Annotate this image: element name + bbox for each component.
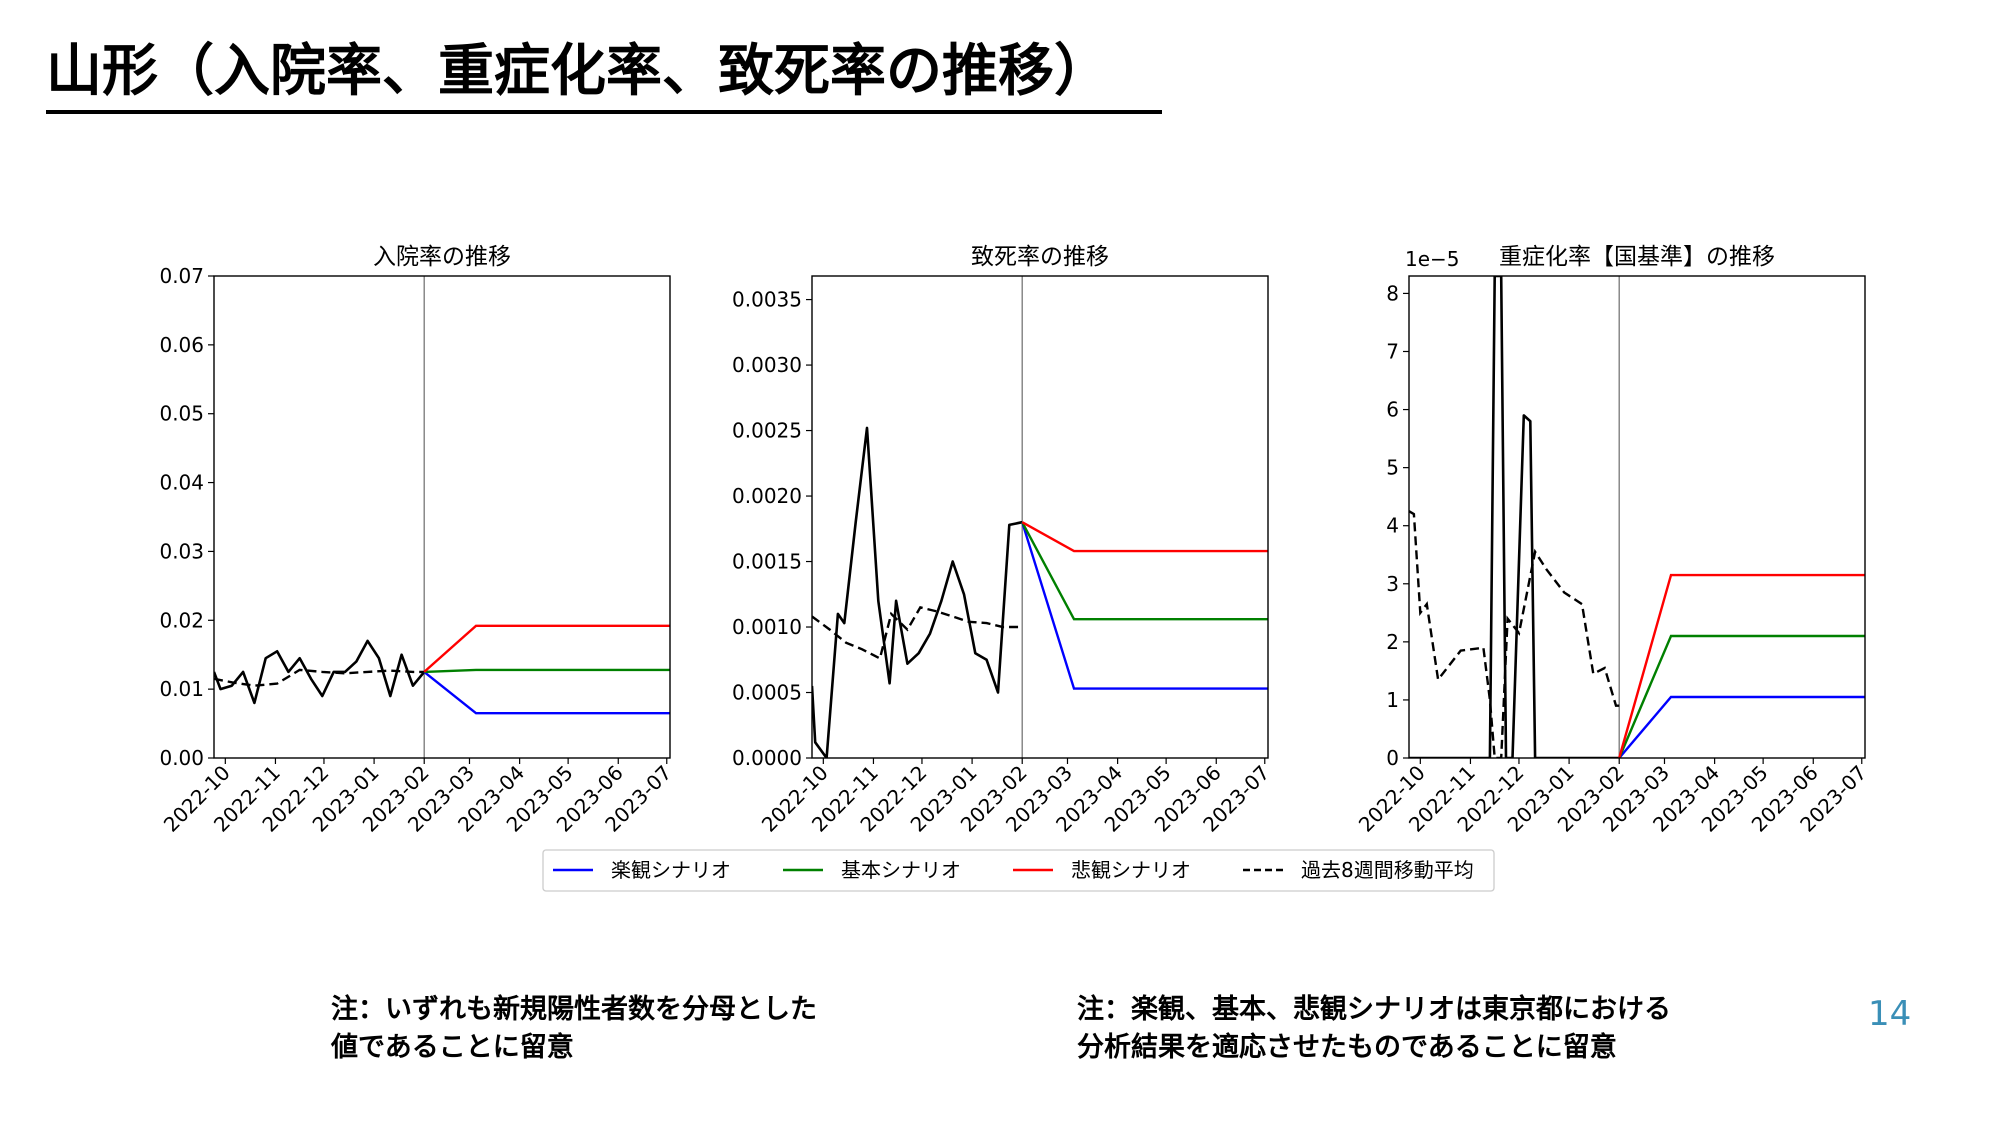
- y-tick-label: 0.0015: [732, 550, 802, 574]
- legend-label: 過去8週間移動平均: [1301, 858, 1474, 882]
- plot-area: [1409, 276, 1865, 758]
- y-tick-label: 0.0030: [732, 353, 802, 377]
- optimistic-scenario-line: [1021, 521, 1268, 690]
- y-tick-label: 0.05: [159, 402, 204, 426]
- legend-item: 悲観シナリオ: [1013, 858, 1191, 882]
- chart-panel-3: 重症化率【国基準】の推移1e−50123456782022-102022-112…: [1354, 244, 1872, 837]
- y-tick-label: 0.0035: [732, 288, 802, 312]
- y-tick-label: 1: [1386, 688, 1399, 712]
- y-tick-label: 0.0000: [732, 746, 802, 770]
- chart-title: 重症化率【国基準】の推移: [1499, 244, 1775, 270]
- legend-label: 基本シナリオ: [841, 858, 961, 882]
- note-left: 注：いずれも新規陽性者数を分母とした 値であることに留意: [331, 991, 817, 1067]
- axes-frame: [811, 275, 1269, 759]
- y-tick-label: 0: [1386, 746, 1399, 770]
- actual-line: [214, 639, 426, 705]
- actual-line: [1409, 276, 1620, 758]
- y-tick-label: 0.0020: [732, 484, 802, 508]
- actual-line: [812, 426, 1023, 758]
- chart-title: 入院率の推移: [373, 244, 511, 270]
- plot-area: [214, 276, 670, 758]
- legend-label: 悲観シナリオ: [1071, 858, 1191, 882]
- legend-item: 過去8週間移動平均: [1243, 858, 1474, 882]
- y-tick-label: 0.00: [159, 746, 204, 770]
- pessimistic-scenario-line: [1618, 573, 1865, 758]
- charts-figure: 入院率の推移 0.00 0.01 0.02 0.03 0.04 0.05 0.06 0.07 2 0…: [159, 244, 1872, 892]
- y-tick-label: 0.01: [159, 677, 204, 701]
- axes-frame: [1408, 275, 1866, 759]
- optimistic-scenario-line: [423, 670, 670, 715]
- chart-panel-2: 致死率の推移 0.0000 0.0005 0.0010 0.0015 0.0020 0.00…: [732, 244, 1274, 837]
- page-number: 14: [1868, 994, 1912, 1034]
- note-right: 注：楽観、基本、悲観シナリオは東京都における 分析結果を適応させたものであること…: [1077, 991, 1671, 1067]
- legend-label: 楽観シナリオ: [611, 858, 731, 882]
- y-tick-label: 0.0025: [732, 419, 802, 443]
- y-tick-label: 0.0010: [732, 615, 802, 639]
- note-left-line-2: 値であることに留意: [331, 1032, 574, 1063]
- axes-frame: [213, 275, 671, 759]
- title-underline: [46, 110, 1162, 114]
- note-left-line-1: 注：いずれも新規陽性者数を分母とした: [331, 994, 817, 1025]
- y-tick-label: 8: [1386, 281, 1399, 305]
- pessimistic-scenario-line: [1021, 521, 1268, 553]
- y-tick-label: 0.03: [159, 539, 204, 563]
- y-tick-label: 4: [1386, 514, 1399, 538]
- note-right-line-1: 注：楽観、基本、悲観シナリオは東京都における: [1077, 994, 1671, 1025]
- y-tick-label: 0.0005: [732, 681, 802, 705]
- y-tick-label: 5: [1386, 456, 1399, 480]
- y-tick-label: 0.02: [159, 608, 204, 632]
- scale-label: 1e−5: [1405, 247, 1460, 271]
- base-scenario-line: [1618, 634, 1865, 758]
- legend-item: 基本シナリオ: [783, 858, 961, 882]
- legend-item: 楽観シナリオ: [553, 858, 731, 882]
- y-tick-label: 0.04: [159, 471, 204, 495]
- base-scenario-line: [1021, 521, 1268, 621]
- base-scenario-line: [424, 668, 670, 674]
- page-title: 山形（入院率、重症化率、致死率の推移）: [46, 39, 1110, 104]
- chart-panel-1: 入院率の推移0.000.010.020.030.040.050.060.0720…: [159, 244, 677, 837]
- y-tick-label: 3: [1386, 572, 1399, 596]
- optimistic-scenario-line: [1618, 695, 1865, 758]
- pessimistic-scenario-line: [423, 624, 670, 673]
- y-tick-label: 0.07: [159, 264, 204, 288]
- legend: 楽観シナリオ 基本シナリオ 悲観シナリオ 過去8週間移動平均: [542, 849, 1495, 892]
- y-tick-label: 2: [1386, 630, 1399, 654]
- plot-area: [812, 276, 1268, 758]
- y-tick-label: 7: [1386, 339, 1399, 363]
- y-tick-label: 0.06: [159, 333, 204, 357]
- note-right-line-2: 分析結果を適応させたものであることに留意: [1077, 1032, 1617, 1063]
- chart-title: 致死率の推移: [971, 244, 1109, 270]
- moving-average-line: [812, 606, 1019, 661]
- y-tick-label: 6: [1386, 398, 1399, 422]
